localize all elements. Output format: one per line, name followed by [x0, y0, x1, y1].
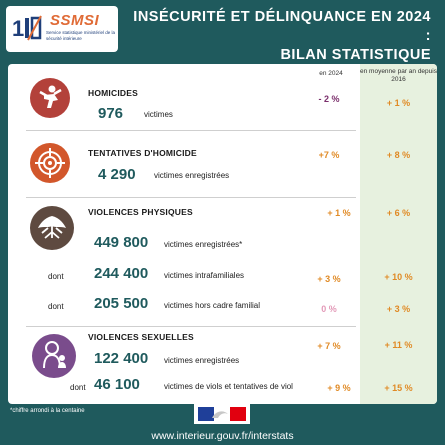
column-header-year: en 2024: [319, 70, 343, 77]
physiques-change: + 1 %: [327, 208, 351, 218]
physiques-intra-change: + 3 %: [317, 274, 341, 284]
sexuelles-value: 122 400: [94, 350, 149, 367]
tree-roots-icon: [30, 206, 74, 250]
title-line-1: INSÉCURITÉ ET DÉLINQUANCE EN 2024 :: [133, 9, 431, 44]
sexuelles-title: VIOLENCES SEXUELLES: [88, 332, 194, 342]
page-title: INSÉCURITÉ ET DÉLINQUANCE EN 2024 : BILA…: [131, 8, 431, 65]
homicides-title: HOMICIDES: [88, 88, 138, 98]
sexuelles-average: + 11 %: [384, 340, 413, 350]
homicides-value: 976: [98, 105, 124, 122]
french-flag-icon: [194, 404, 250, 424]
homicides-average: + 1 %: [386, 98, 411, 108]
physiques-title: VIOLENCES PHYSIQUES: [88, 207, 193, 217]
physiques-hors-label: victimes hors cadre familial: [164, 301, 261, 310]
woman-with-child-icon: [32, 334, 76, 378]
physiques-hors-average: + 3 %: [386, 304, 411, 314]
tentatives-title: TENTATIVES D'HOMICIDE: [88, 148, 197, 158]
physiques-hors-prefix: dont: [48, 302, 64, 311]
physiques-intra-prefix: dont: [48, 272, 64, 281]
physiques-average: + 6 %: [386, 208, 411, 218]
tentatives-change: +7 %: [318, 150, 340, 160]
physiques-value: 449 800: [94, 234, 149, 251]
physiques-intra-label: victimes intrafamiliales: [164, 271, 245, 280]
physiques-label: victimes enregistrées*: [164, 240, 243, 249]
sexuelles-label: victimes enregistrées: [164, 356, 240, 365]
sexuelles-change: + 7 %: [317, 341, 341, 351]
tentatives-label: victimes enregistrées: [154, 171, 230, 180]
statistics-card: en 2024 en moyenne par an depuis 2016 HO…: [8, 64, 437, 404]
logo-subtitle: Service statistique ministériel de la sé…: [46, 30, 116, 41]
footnote: *chiffre arrondi à la centaine: [10, 408, 85, 414]
physiques-intra-average: + 10 %: [384, 272, 413, 282]
tentatives-average: + 8 %: [386, 150, 411, 160]
sexuelles-viols-change: + 9 %: [327, 383, 351, 393]
physiques-hors-value: 205 500: [94, 295, 149, 312]
tentatives-value: 4 290: [98, 166, 136, 183]
homicides-change: - 2 %: [318, 94, 340, 104]
physiques-intra-value: 244 400: [94, 265, 149, 282]
target-crosshair-icon: [30, 143, 70, 183]
divider: [26, 326, 356, 327]
sexuelles-viols-prefix: dont: [70, 383, 86, 392]
column-header-average: en moyenne par an depuis 2016: [360, 68, 437, 83]
sexuelles-viols-label: victimes de viols et tentatives de viol: [164, 382, 293, 391]
homicides-label: victimes: [144, 110, 173, 119]
svg-text:1: 1: [12, 16, 24, 41]
average-column-background: [360, 64, 437, 404]
physiques-hors-change: 0 %: [321, 304, 337, 314]
divider: [26, 197, 356, 198]
logo-name: SSMSI: [50, 12, 100, 29]
header: 1 SSMSI Service statistique ministériel …: [0, 0, 445, 64]
sexuelles-viols-average: + 15 %: [384, 383, 413, 393]
website-link[interactable]: www.interieur.gouv.fr/interstats: [151, 430, 294, 442]
fighting-figure-icon: [30, 78, 70, 118]
divider: [26, 130, 356, 131]
ssmsi-logo: 1 SSMSI Service statistique ministériel …: [6, 6, 118, 52]
ssmsi-logo-mark-icon: 1: [12, 15, 42, 41]
title-line-2: BILAN STATISTIQUE: [280, 47, 431, 63]
sexuelles-viols-value: 46 100: [94, 376, 140, 393]
